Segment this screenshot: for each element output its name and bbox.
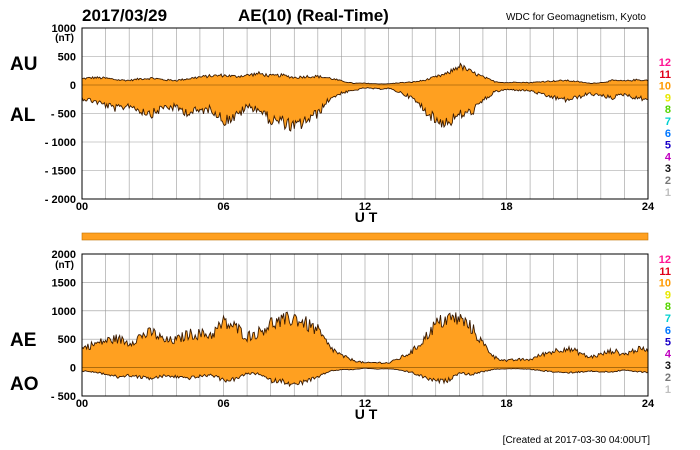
station-legend-item: 3 bbox=[665, 360, 671, 372]
bottom-x-axis-label: U T bbox=[355, 406, 378, 422]
station-legend-item: 8 bbox=[665, 301, 671, 313]
ao-label: AO bbox=[10, 374, 39, 395]
plot-frame bbox=[81, 253, 649, 397]
plot-frame bbox=[81, 27, 649, 200]
station-legend-item: 11 bbox=[659, 69, 671, 81]
created-timestamp: [Created at 2017-03-30 04:00UT] bbox=[503, 435, 651, 446]
ae-label: AE bbox=[10, 330, 36, 351]
station-legend-item: 6 bbox=[665, 128, 671, 140]
x-tick-label: 18 bbox=[500, 398, 512, 410]
chart-date: 2017/03/29 bbox=[82, 6, 167, 25]
y-tick-label: - 500 bbox=[51, 391, 76, 403]
y-tick-label: - 500 bbox=[51, 109, 76, 121]
y-tick-label: 500 bbox=[58, 52, 76, 64]
x-tick-label: 06 bbox=[217, 398, 229, 410]
station-legend-item: 9 bbox=[665, 92, 671, 104]
station-legend-item: 1 bbox=[665, 384, 671, 396]
x-tick-label: 06 bbox=[217, 201, 229, 213]
station-legend-item: 6 bbox=[665, 325, 671, 337]
station-legend-item: 11 bbox=[659, 266, 671, 278]
station-legend-item: 7 bbox=[665, 116, 671, 128]
al-label: AL bbox=[10, 105, 36, 126]
separator-bar bbox=[81, 232, 649, 241]
x-tick-label: 00 bbox=[76, 398, 88, 410]
y-tick-label: 1000 bbox=[52, 306, 76, 318]
y-tick-label: - 1000 bbox=[45, 137, 76, 149]
y-tick-label: 0 bbox=[70, 80, 76, 92]
station-legend-item: 4 bbox=[665, 151, 672, 163]
station-legend-item: 1 bbox=[665, 187, 671, 199]
station-legend-item: 2 bbox=[665, 372, 671, 384]
bottom-unit-label: (nT) bbox=[55, 260, 74, 271]
x-tick-label: 00 bbox=[76, 201, 88, 213]
series-line-au bbox=[81, 62, 649, 85]
station-legend-item: 3 bbox=[665, 163, 671, 175]
au-label: AU bbox=[10, 54, 37, 75]
y-tick-label: 0 bbox=[70, 363, 76, 375]
series-line-al bbox=[81, 87, 648, 132]
y-tick-label: - 2000 bbox=[45, 194, 76, 206]
station-legend-item: 7 bbox=[665, 313, 671, 325]
x-tick-label: 24 bbox=[642, 201, 655, 213]
y-tick-label: - 1500 bbox=[45, 166, 76, 178]
station-legend-item: 5 bbox=[665, 140, 671, 152]
station-legend-item: 12 bbox=[659, 57, 671, 69]
station-legend-item: 4 bbox=[665, 348, 672, 360]
station-legend-item: 9 bbox=[665, 289, 671, 301]
chart-source: WDC for Geomagnetism, Kyoto bbox=[506, 12, 646, 23]
y-tick-label: 1500 bbox=[52, 277, 76, 289]
x-tick-label: 24 bbox=[642, 398, 655, 410]
station-legend-item: 10 bbox=[659, 278, 671, 290]
station-legend-item: 12 bbox=[659, 254, 671, 266]
x-tick-label: 12 bbox=[359, 201, 371, 213]
station-legend-item: 5 bbox=[665, 337, 671, 349]
y-tick-label: 1000 bbox=[52, 23, 76, 35]
top-unit-label: (nT) bbox=[55, 33, 74, 44]
y-tick-label: 2000 bbox=[52, 249, 76, 261]
chart-title: AE(10) (Real-Time) bbox=[238, 6, 389, 25]
y-tick-label: 500 bbox=[58, 334, 76, 346]
top-x-axis-label: U T bbox=[355, 209, 378, 225]
series-line-ae bbox=[81, 311, 649, 365]
station-legend-item: 8 bbox=[665, 104, 671, 116]
series-area-au-al bbox=[82, 63, 648, 131]
station-legend-item: 2 bbox=[665, 175, 671, 187]
x-tick-label: 18 bbox=[500, 201, 512, 213]
station-legend-item: 10 bbox=[659, 81, 671, 93]
series-line-ao bbox=[81, 367, 649, 388]
x-tick-label: 12 bbox=[359, 398, 371, 410]
